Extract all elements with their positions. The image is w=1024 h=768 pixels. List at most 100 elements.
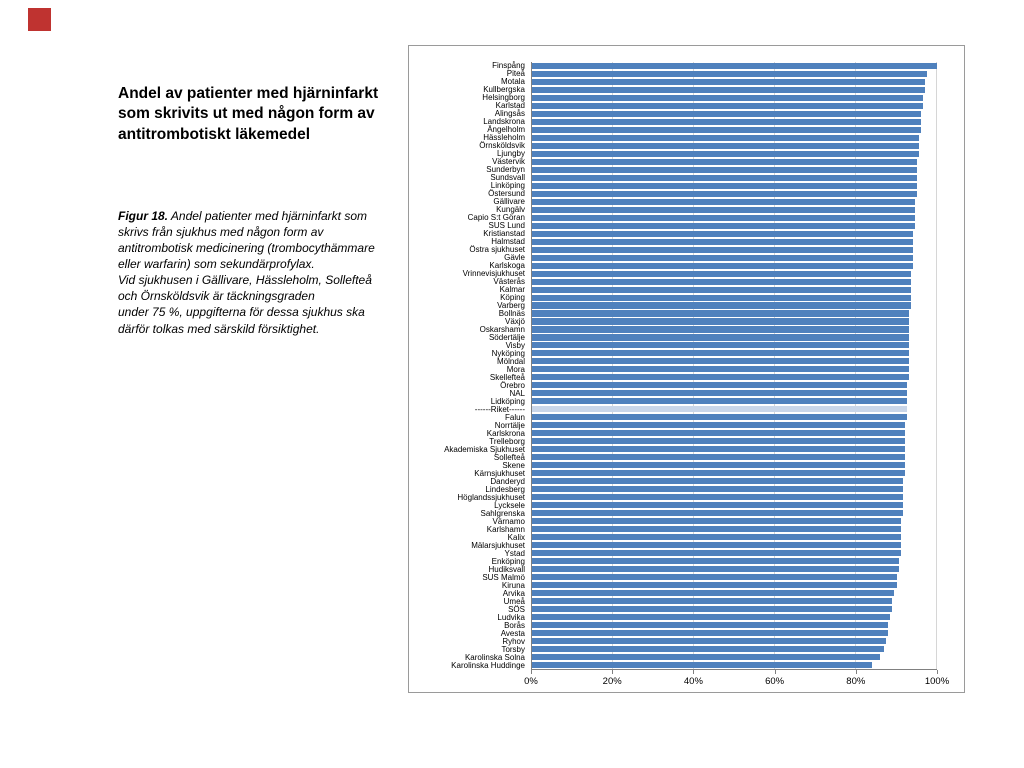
bar-chart: Finspång Piteå Motala Kullbergska Helsingbor… — [408, 45, 965, 693]
category-label: Ryhov — [502, 637, 525, 646]
bar — [532, 637, 887, 644]
gridline — [612, 62, 613, 669]
figure-caption: Figur 18. Andel patienter med hjärninfar… — [118, 208, 382, 337]
bar-row — [532, 318, 937, 326]
category-label: Kärnsjukhuset — [474, 469, 525, 478]
bar — [532, 318, 909, 325]
category-label: Landskrona — [483, 117, 525, 126]
category-label: Karlskoga — [489, 261, 525, 270]
bar — [532, 374, 909, 381]
category-label: Danderyd — [490, 477, 525, 486]
bar-row — [532, 549, 937, 557]
category-label: Mora — [506, 365, 525, 374]
category-label: Köping — [500, 293, 525, 302]
category-label: Lycksele — [494, 501, 525, 510]
bar — [532, 653, 881, 660]
bar — [532, 382, 907, 389]
bar — [532, 110, 921, 117]
category-label: Sunderbyn — [486, 165, 525, 174]
category-label: Höglandssjukhuset — [457, 493, 525, 502]
bar — [532, 286, 911, 293]
gridline — [693, 62, 694, 669]
slide-accent-square — [28, 8, 51, 31]
bar-row — [532, 501, 937, 509]
bar — [532, 326, 909, 333]
category-label: Gävle — [504, 253, 525, 262]
bar-row — [532, 437, 937, 445]
bar — [532, 438, 905, 445]
bar — [532, 390, 907, 397]
category-label: Kalmar — [499, 285, 525, 294]
category-label: Södertälje — [488, 333, 525, 342]
bar-row — [532, 278, 937, 286]
bar-row — [532, 421, 937, 429]
bar-row — [532, 541, 937, 549]
bar-row — [532, 94, 937, 102]
category-label: Karlshamn — [486, 525, 525, 534]
bar-row — [532, 373, 937, 381]
category-label: Mälarsjukhuset — [471, 541, 525, 550]
bar-row — [532, 653, 937, 661]
bar — [532, 502, 903, 509]
bar — [532, 494, 903, 501]
bar-row — [532, 142, 937, 150]
category-label: Borås — [504, 621, 525, 630]
bar — [532, 86, 925, 93]
category-label: Karlskrona — [486, 429, 525, 438]
bar — [532, 573, 897, 581]
category-label: Kristianstad — [483, 229, 525, 238]
bar-row — [532, 381, 937, 389]
bar — [532, 398, 907, 405]
category-label: Sundsvall — [490, 173, 525, 182]
bar — [532, 613, 891, 620]
bar-row — [532, 413, 937, 421]
bar-row — [532, 517, 937, 525]
bar — [532, 94, 923, 101]
category-label: Kalix — [507, 533, 525, 542]
bar — [532, 534, 901, 541]
bar-row — [532, 565, 937, 573]
bar-row — [532, 357, 937, 365]
category-label: Helsingborg — [482, 93, 525, 102]
bar — [532, 565, 899, 573]
bar — [532, 78, 925, 85]
bar — [532, 150, 919, 157]
bar — [532, 206, 915, 213]
bar-row — [532, 70, 937, 78]
gridline — [855, 62, 856, 669]
gridline — [774, 62, 775, 669]
bar-row — [532, 286, 937, 294]
category-label: Enköping — [491, 557, 525, 566]
category-label: SÖS — [508, 605, 525, 614]
bar-row — [532, 597, 937, 605]
category-label: Östra sjukhuset — [469, 245, 525, 254]
bar — [532, 518, 901, 525]
bar-row — [532, 365, 937, 373]
category-label: Motala — [500, 77, 525, 86]
bar — [532, 182, 917, 189]
bar — [532, 629, 889, 636]
category-label: Gällivare — [493, 197, 525, 206]
bar — [532, 294, 911, 301]
bar-row — [532, 174, 937, 182]
bar — [532, 142, 919, 149]
category-label: Visby — [505, 341, 525, 350]
bar — [532, 262, 913, 269]
bar — [532, 358, 909, 365]
category-label: Västervik — [492, 157, 525, 166]
bar — [532, 126, 921, 133]
category-label: Mölndal — [496, 357, 525, 366]
category-label: Oskarshamn — [479, 325, 525, 334]
bar — [532, 605, 893, 612]
bar — [532, 174, 917, 181]
bar-row — [532, 613, 937, 621]
bar — [532, 550, 901, 557]
x-tick-label: 40% — [683, 676, 703, 687]
bar-row — [532, 629, 937, 637]
bar — [532, 62, 937, 70]
category-label: Ludvika — [497, 613, 525, 622]
bar-row — [532, 190, 937, 198]
category-label: Piteå — [506, 69, 525, 78]
bar-row — [532, 341, 937, 349]
